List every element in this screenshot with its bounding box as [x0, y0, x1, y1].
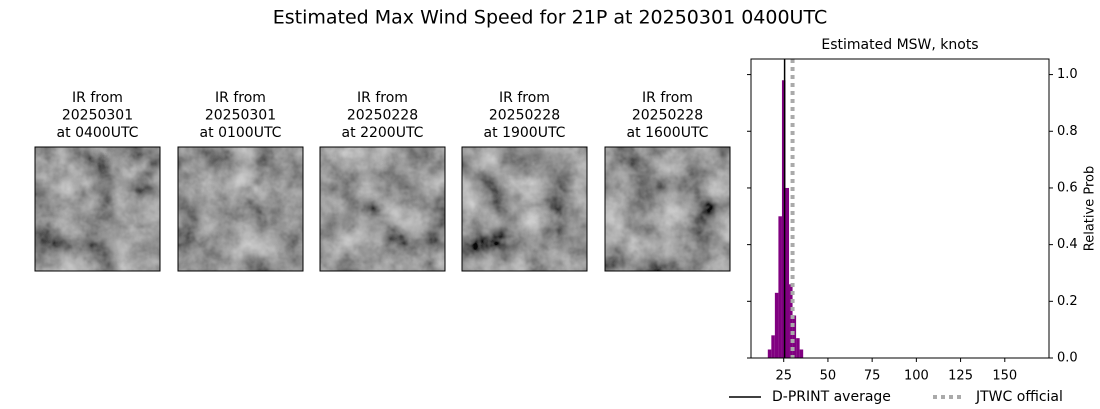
y-tick-label: 0.8	[1057, 124, 1078, 139]
bar	[767, 349, 772, 358]
panel-caption: 20250301	[205, 108, 276, 124]
ir-image-texture	[178, 147, 303, 271]
panel-caption: at 0100UTC	[200, 125, 282, 141]
panel-caption: at 2200UTC	[342, 125, 424, 141]
panel-caption: at 0400UTC	[57, 125, 139, 141]
bar	[796, 338, 800, 358]
ir-image-texture	[462, 147, 587, 271]
panel-caption: at 1600UTC	[627, 125, 709, 141]
panel-caption: at 1900UTC	[484, 125, 566, 141]
bar	[789, 284, 793, 358]
panel-caption: IR from	[499, 90, 550, 106]
bar	[771, 335, 775, 358]
y-tick-label: 0.6	[1057, 180, 1078, 195]
panel-frame	[319, 146, 446, 272]
ir-image-texture	[35, 147, 160, 271]
figure-title: Estimated Max Wind Speed for 21P at 2025…	[273, 7, 827, 29]
bar	[781, 80, 786, 358]
panel-frame	[604, 146, 731, 272]
panel-caption: 20250228	[489, 108, 560, 124]
x-tick-label: 50	[820, 369, 837, 384]
ir-image-texture	[320, 147, 445, 271]
legend-label: JTWC official	[975, 389, 1063, 405]
ir-image-texture	[605, 147, 730, 271]
panel-frame	[177, 146, 304, 272]
x-tick-label: 25	[775, 369, 792, 384]
plot-frame	[750, 58, 1050, 359]
panel-caption: 20250228	[347, 108, 418, 124]
bar	[799, 349, 804, 358]
x-tick-label: 125	[948, 369, 973, 384]
x-tick-label: 100	[904, 369, 929, 384]
y-tick-label: 0.2	[1057, 294, 1078, 309]
x-tick-label: 150	[992, 369, 1017, 384]
y-tick-label: 0.0	[1057, 351, 1078, 366]
y-tick-label: 0.4	[1057, 237, 1078, 252]
bar	[778, 216, 782, 358]
panel-frame	[461, 146, 588, 272]
bar	[774, 292, 779, 358]
bar	[785, 187, 790, 358]
panel-caption: IR from	[215, 90, 266, 106]
panel-caption: IR from	[642, 90, 693, 106]
panel-frame	[34, 146, 161, 272]
legend-label: D-PRINT average	[772, 389, 891, 405]
panel-caption: 20250228	[632, 108, 703, 124]
chart-title: Estimated MSW, knots	[821, 37, 978, 53]
panel-caption: IR from	[357, 90, 408, 106]
y-axis-label: Relative Prob	[1083, 166, 1098, 251]
panel-caption: IR from	[72, 90, 123, 106]
y-tick-label: 1.0	[1057, 67, 1078, 82]
panel-caption: 20250301	[62, 108, 133, 124]
x-tick-label: 75	[864, 369, 881, 384]
bar	[792, 315, 797, 358]
